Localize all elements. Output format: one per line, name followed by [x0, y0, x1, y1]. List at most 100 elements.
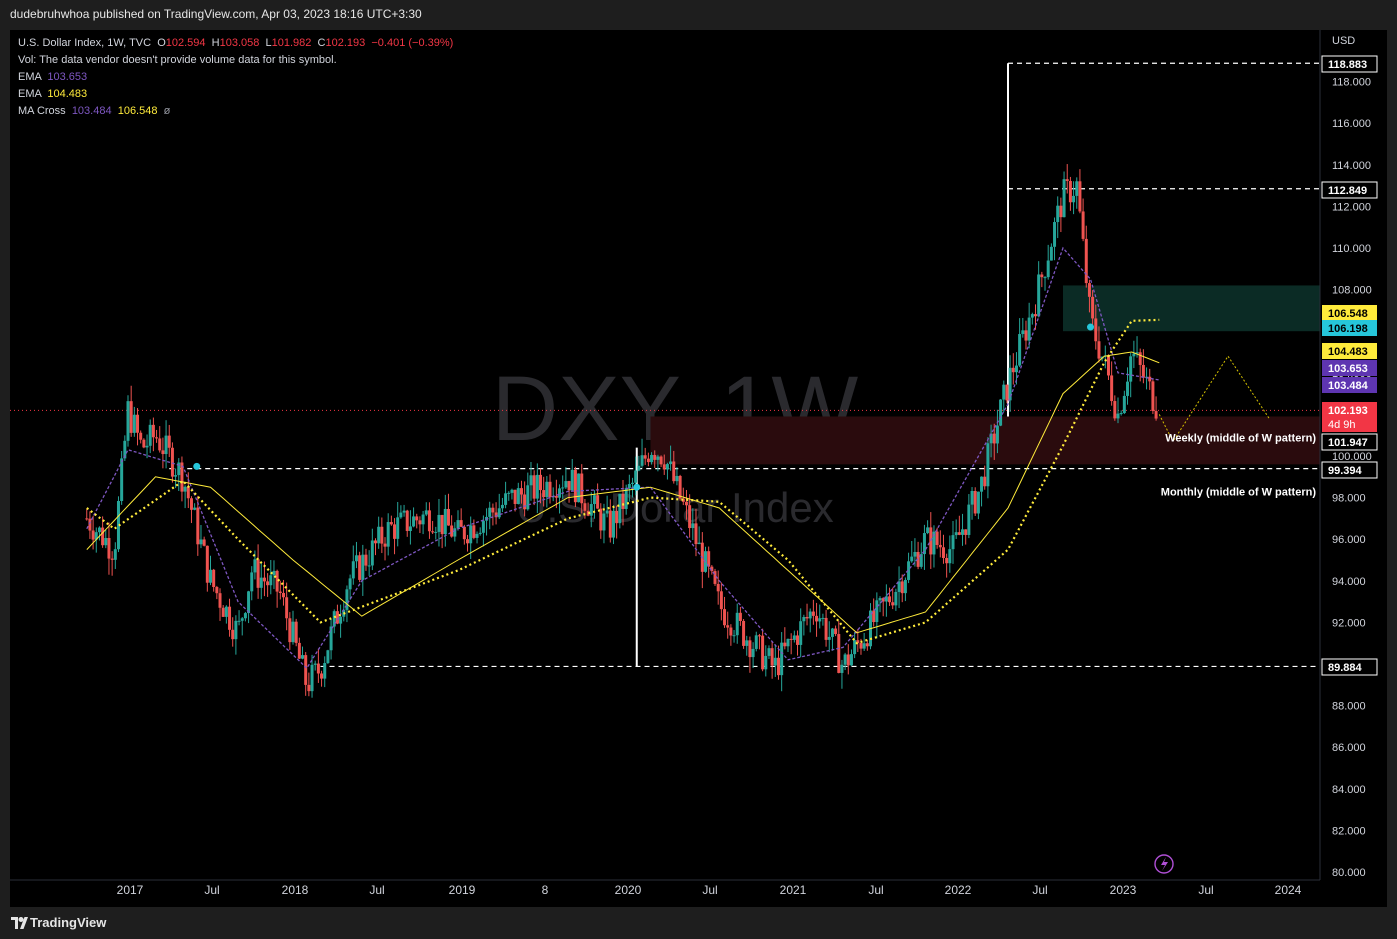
candle-body: [827, 636, 831, 640]
candle-body: [1037, 274, 1041, 317]
candle-body: [970, 490, 974, 505]
candle-body: [221, 607, 225, 617]
candle-body: [494, 512, 498, 518]
candle-body: [1091, 296, 1095, 319]
candle-body: [1119, 413, 1123, 415]
price-label: 104.483: [1328, 346, 1368, 358]
candle-body: [646, 458, 650, 463]
candle-body: [183, 486, 187, 492]
candle-body: [897, 581, 901, 592]
y-tick-label: 116.000: [1332, 118, 1371, 130]
candle-body: [1154, 411, 1158, 419]
candle-body: [780, 642, 784, 676]
candle-body: [545, 481, 549, 497]
candle-body: [640, 455, 644, 466]
candle-body: [745, 640, 749, 646]
price-label-box: [1321, 55, 1378, 73]
candle-body: [450, 525, 454, 537]
y-tick-label: 96.000: [1332, 534, 1366, 546]
candle-body: [580, 473, 584, 504]
ma-cross-marker: [633, 483, 641, 491]
candle-body: [431, 531, 435, 533]
legend-macross-row[interactable]: MA Cross 103.484 106.548 ø: [18, 103, 453, 120]
candle-body: [367, 565, 371, 567]
candle-body: [1005, 384, 1009, 401]
candle-body: [396, 517, 400, 539]
legend-ema-slow-row[interactable]: EMA 104.483: [18, 86, 453, 103]
candle-body: [1049, 246, 1053, 261]
footer-bar: TradingView: [0, 907, 1397, 939]
candle-body: [307, 684, 311, 692]
candle-body: [1126, 381, 1130, 396]
candle-body: [339, 616, 343, 624]
y-tick-label: 98.000: [1332, 493, 1366, 505]
ema-slow-line: [86, 351, 1160, 634]
candle-body: [402, 510, 406, 513]
candle-body: [189, 498, 193, 510]
candle-body: [281, 592, 285, 598]
candle-body: [875, 600, 879, 623]
candle-body: [884, 596, 888, 602]
candle-body: [1148, 376, 1152, 382]
x-tick-label: 2019: [449, 883, 476, 897]
x-tick-label: 2022: [945, 883, 972, 897]
candle-body: [973, 490, 977, 514]
candle-body: [865, 643, 869, 647]
candle-body: [101, 527, 105, 546]
candle-body: [669, 461, 673, 465]
candle-body: [941, 547, 945, 558]
legend-macross-slow: 106.548: [117, 105, 158, 117]
candle-body: [136, 414, 140, 433]
candle-body: [748, 640, 752, 658]
x-tick-label: 2023: [1110, 883, 1137, 897]
legend-ema-fast-row[interactable]: EMA 103.653: [18, 69, 453, 86]
candle-body: [618, 493, 622, 524]
candle-body: [234, 620, 238, 640]
candle-body: [713, 571, 717, 584]
candle-body: [589, 504, 593, 516]
candle-body: [1027, 317, 1031, 341]
candle-body: [1106, 355, 1110, 376]
candle-body: [446, 508, 450, 526]
replay-lightning-icon: [1154, 854, 1174, 874]
candle-body: [374, 540, 377, 544]
candle-body: [415, 516, 419, 521]
candle-body: [846, 654, 850, 666]
candle-body: [481, 520, 485, 533]
candle-body: [872, 610, 876, 623]
candle-body: [637, 465, 641, 471]
legend-high: 103.058: [219, 37, 260, 49]
candle-body: [697, 542, 701, 545]
candle-body: [161, 450, 165, 455]
candle-body: [313, 663, 317, 665]
candle-body: [650, 454, 654, 463]
x-tick-label: 2020: [615, 883, 642, 897]
candle-body: [862, 643, 866, 649]
candle-body: [891, 602, 895, 606]
candle-body: [354, 555, 358, 562]
candle-body: [186, 486, 190, 499]
y-tick-label: 94.000: [1332, 576, 1366, 588]
candle-body: [1030, 314, 1034, 318]
candle-body: [900, 581, 904, 594]
w-pattern-note: Weekly (middle of W pattern): [1165, 432, 1316, 444]
candle-body: [516, 488, 520, 504]
candle-body: [513, 489, 517, 504]
legend-volume-row: Vol: The data vendor doesn't provide vol…: [18, 52, 453, 69]
chart-canvas[interactable]: DXY, 1WU.S. Dollar Index Weekly (middle …: [10, 30, 1387, 907]
candle-body: [453, 528, 457, 537]
legend-ema-slow-label: EMA: [18, 88, 42, 100]
candle-body: [228, 606, 232, 630]
x-tick-label: Jul: [369, 883, 384, 897]
candle-body: [532, 475, 536, 499]
price-label-box: [1322, 377, 1377, 393]
chart-area[interactable]: DXY, 1W U.S. Dollar Index Weekly (middle …: [10, 30, 1387, 907]
legend-c-label: C: [317, 37, 326, 49]
candle-body: [85, 518, 89, 520]
candle-body: [786, 638, 790, 647]
candle-body: [1141, 364, 1145, 378]
candle-body: [275, 570, 279, 592]
lightning-icon: [1161, 857, 1168, 871]
publish-info: dudebruhwhoa published on TradingView.co…: [10, 7, 422, 21]
candle-body: [881, 598, 885, 602]
